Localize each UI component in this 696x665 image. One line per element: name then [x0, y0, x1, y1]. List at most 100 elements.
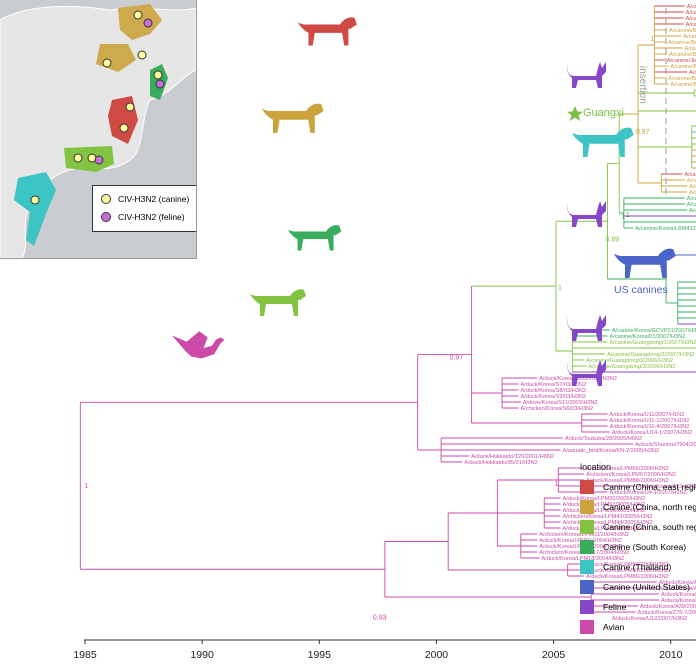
tip-label: A/canine/Beijing/359/2009/H3N2 [668, 40, 696, 46]
tip-label: A/duck/Korea/U11/2007/H1N2 [609, 412, 684, 418]
legend-item-label: Canine (Thailand) [603, 562, 672, 572]
legend-swatch [580, 500, 594, 514]
axis-tick-label: 1995 [308, 649, 332, 661]
tip-label: A/dove/Korea/S11/2003/H3N2 [523, 400, 598, 406]
support-value: 0.97 [450, 355, 464, 362]
canine-site-marker [119, 123, 129, 133]
tip-label: A/canine/Beijing/364/2009/H3N2 [670, 64, 696, 70]
legend-swatch [580, 520, 594, 534]
support-value: 1 [626, 212, 630, 219]
axis-tick-label: 1990 [190, 649, 214, 661]
legend-swatch [580, 580, 594, 594]
tip-label: A/duck/Korea/A50/2009/H6N2 [659, 580, 696, 586]
tip-label: A/duck/Korea/U12/2007/H3N2 [612, 616, 687, 622]
feline-site-marker [155, 79, 165, 89]
map-legend-canine-label: CIV-H3N2 (canine) [118, 194, 190, 204]
time-axis: 19851990199520002005201020152020 [73, 639, 696, 661]
tip-label: A/duck/Korea/JS53/2004/H3N2 [539, 376, 617, 382]
tip-label: A/duck/Korea/A105/2009/H6N2 [661, 598, 696, 604]
tip-label: A/canine/Beijing/420/2010/H3N2 [684, 46, 696, 52]
legend-item-label: Avian [603, 622, 625, 632]
support-value: 1 [621, 214, 625, 221]
legend-item-north: Canine (China, north region) [580, 497, 696, 517]
feline-site-marker [94, 155, 104, 165]
dog-silhouette-icon [572, 127, 634, 157]
tip-label: A/canine/Guangdong/3/2006/H3N2 [586, 358, 673, 364]
legend-item-label: Canine (China, north region) [603, 502, 696, 512]
guangxi-star-icon [567, 106, 583, 121]
tip-label: A/canine/Beijing/364/2009/H3N2 [670, 82, 696, 88]
canine-site-marker [73, 153, 83, 163]
canine-site-marker [133, 10, 143, 20]
dog-silhouette-icon [288, 225, 342, 251]
support-value: 0.93 [373, 614, 387, 621]
tip-label: A/canine/Beijing/418/2010/H3N2 [683, 34, 696, 40]
tip-label: A/canine/Liaoning/1578/2010/H3N2 [689, 184, 696, 190]
canine-site-marker [137, 50, 147, 60]
legend-item-korea: Canine (South Korea) [580, 537, 696, 557]
legend-item-label: Canine (South Korea) [603, 542, 687, 552]
tip-label: A/chicken/Korea/LPM67/2006/H3N2 [586, 472, 676, 478]
dog-silhouette-icon [262, 103, 324, 133]
host-silhouettes [172, 17, 676, 386]
tip-label: A/duck/Hokkaido/120/2001/H6N2 [471, 454, 554, 460]
feline-site-marker [143, 18, 153, 28]
cat-silhouette-icon [567, 62, 606, 88]
tip-label: A/duck/Tsukuba/28/2005/H6N2 [565, 436, 642, 442]
tip-label: A/duck/Korea/U4-1/2007/H3N2 [609, 490, 686, 496]
legend-item-thailand: Canine (Thailand) [580, 557, 696, 577]
tip-label: A/canine/Beijing/253/2009/H3N2 [669, 28, 696, 34]
tip-label: A/duck/Korea/LPM86/2006/H3N2 [586, 574, 669, 580]
legend-item-avian: Avian [580, 617, 696, 637]
tip-label: A/chicken/Korea/LPM03/2004/H3N2 [539, 532, 629, 538]
tip-label: A/duck/Korea/A121/2009/H6N2 [661, 592, 696, 598]
region-thailand [14, 172, 56, 246]
legend-swatch [580, 480, 594, 494]
tip-label: A/duck/Korea/U11-1/2007/H1N2 [609, 418, 689, 424]
tip-label: A/duck/Korea/A52/2009/H6N2 [659, 586, 696, 592]
tip-label: A/duck/Korea/LPM56/2005/H3N2 [563, 508, 646, 514]
canine-dot-icon [101, 194, 111, 204]
support-value: 1 [650, 36, 654, 43]
location-legend: location Canine (China, east region) Can… [580, 462, 696, 637]
canine-site-marker [102, 58, 112, 68]
tip-label: A/canine/Jiangsu/02/2010/H3N2 [686, 10, 696, 16]
tip-label: A/canine/Korea/CY061/2010/H3N2 [689, 208, 696, 214]
tip-labels: A/canine/Jiangsu/05/2010/H3N2A/canine/Ji… [464, 4, 696, 622]
cat-silhouette-icon [567, 360, 606, 386]
tip-label: A/canine/Korea/LBM412/2008/H3N2 [635, 226, 696, 232]
tip-label: A/canine/Beijing/511/2010/H3N2 [687, 178, 696, 184]
dog-silhouette-icon [298, 17, 357, 46]
tip-label: A/duck/Hokkaido/95/01/H3N2 [464, 460, 537, 466]
canine-site-marker [30, 195, 40, 205]
tip-label: A/duck/Korea/Z76-7/2008/H6N2 [638, 610, 696, 616]
dog-silhouette-icon [250, 289, 306, 316]
legend-swatch [580, 540, 594, 554]
tip-label: A/duck/Korea/LPM33/2005/H3N2 [563, 526, 646, 532]
tip-label: A/aquatic_bird/Korea/KN-2/2005/H3N2 [563, 448, 659, 454]
axis-tick-label: 1985 [73, 649, 97, 661]
tip-label: A/canine/Guangdong/2/2007/H3N2 [607, 352, 694, 358]
cat-silhouette-icon [567, 201, 606, 227]
tip-label: A/canine/Guangdong/1/2007/H3N2 [609, 340, 696, 346]
tip-label: A/duck/Korea/U11-4/2007/H3N2 [609, 424, 689, 430]
legend-item-east: Canine (China, east region) [580, 477, 696, 497]
canine-site-marker [125, 102, 135, 112]
duck-silhouette-icon [172, 331, 225, 359]
legend-item-label: Canine (China, east region) [603, 482, 696, 492]
tip-label: A/chicken/Korea/LPM43/2005/H3N2 [563, 514, 653, 520]
tip-label: A/duck/Korea/LPM61/2005/H3N2 [563, 502, 646, 508]
support-value: 0.89 [605, 236, 619, 243]
canine-site-marker [153, 70, 163, 80]
region-map [0, 4, 196, 258]
tip-label: A/canine/Guangdong/3/2006/H3N2 [588, 364, 675, 370]
tip-label: A/canine/Jiangsu/03/2010/H3N2 [686, 16, 696, 22]
legend-title: location [580, 462, 612, 472]
tip-label: A/canine/Jiangsu/04/2010/H3N2 [686, 22, 696, 28]
tip-label: A/duck/Korea/LPM90/2006/H3N2 [586, 562, 669, 568]
tip-label: A/duck/Korea/U14-1/2007/H3N2 [612, 430, 692, 436]
map-legend-canine: CIV-H3N2 (canine) [101, 194, 189, 204]
map-legend: CIV-H3N2 (canine) CIV-H3N2 (feline) [92, 185, 196, 232]
tip-label: A/canine/Zhejiang/1/2010/H3N2 [684, 172, 696, 178]
